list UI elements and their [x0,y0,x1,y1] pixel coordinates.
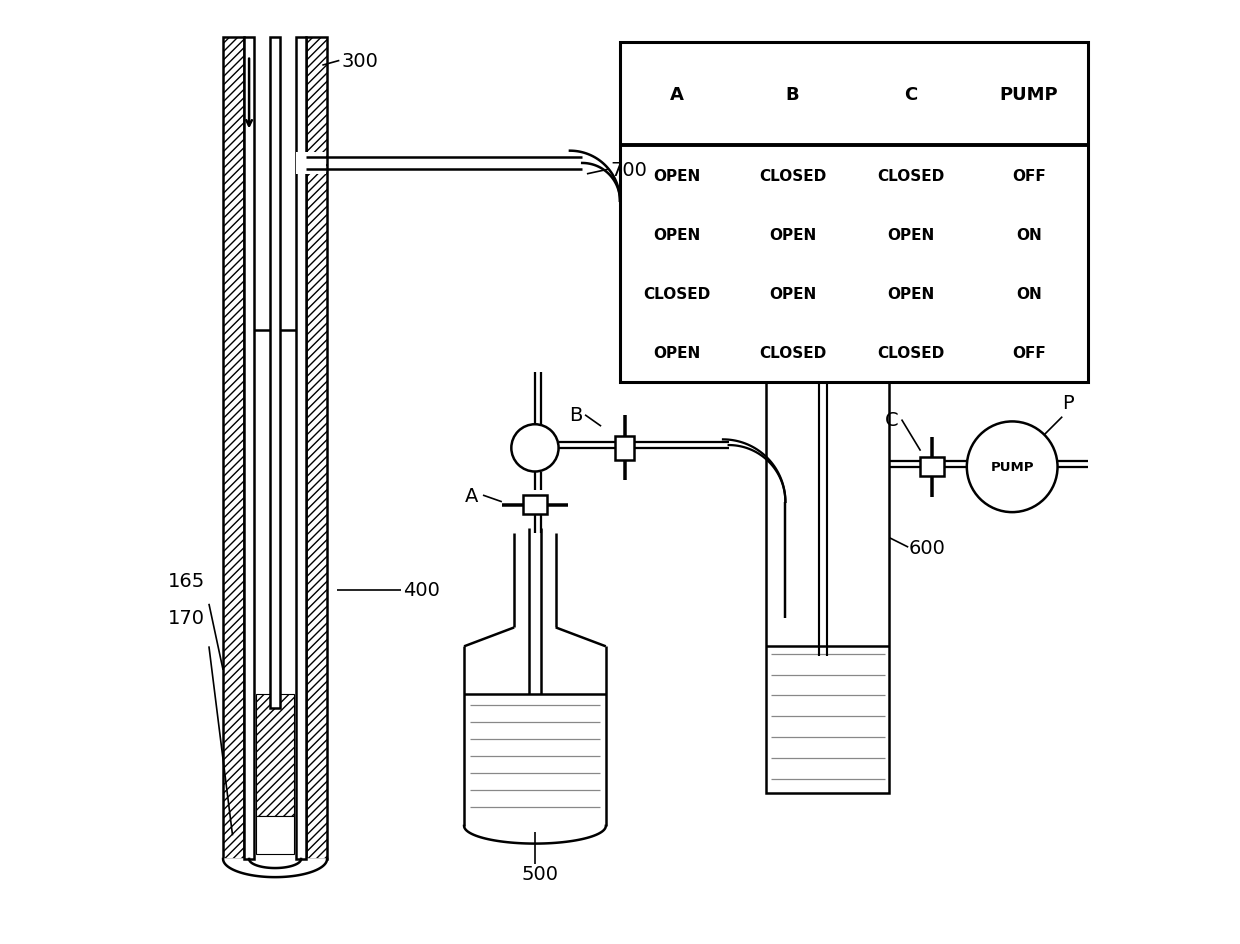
Text: CLOSED: CLOSED [877,346,944,361]
Text: 700: 700 [610,160,647,179]
Text: PUMP: PUMP [991,461,1034,474]
Text: ON: ON [1016,286,1042,301]
Text: OPEN: OPEN [769,286,816,301]
Text: CLOSED: CLOSED [877,168,944,183]
Text: 170: 170 [169,609,206,628]
Circle shape [511,425,558,472]
Text: B: B [786,85,800,104]
Bar [223,38,244,859]
Bar [296,153,326,175]
Text: OPEN: OPEN [887,228,934,243]
Text: PUMP: PUMP [999,85,1058,104]
Bar [766,264,889,793]
Text: OFF: OFF [1012,346,1045,361]
Bar [615,436,634,460]
Text: OPEN: OPEN [653,168,701,183]
Bar [467,694,603,817]
Bar [257,817,294,854]
Bar [270,38,280,708]
Text: OPEN: OPEN [887,286,934,301]
Text: 600: 600 [908,538,945,557]
Text: CLOSED: CLOSED [759,346,826,361]
Bar [244,38,254,859]
Text: OPEN: OPEN [769,228,816,243]
Text: P: P [1063,394,1074,413]
Text: C: C [904,85,918,104]
Circle shape [967,422,1058,513]
Text: B: B [569,406,583,425]
Text: CLOSED: CLOSED [644,286,711,301]
Text: A: A [465,486,479,505]
Bar [306,38,327,859]
Text: 500: 500 [521,864,558,883]
Text: CLOSED: CLOSED [759,168,826,183]
Text: OPEN: OPEN [653,346,701,361]
Text: 300: 300 [341,52,378,71]
Polygon shape [223,859,327,877]
Bar [257,694,294,817]
Text: C: C [885,411,899,430]
Bar [296,38,306,859]
Bar [920,458,944,477]
Polygon shape [464,826,606,844]
Bar [620,42,1087,382]
Bar [244,38,306,859]
Text: 400: 400 [403,581,439,599]
Text: OPEN: OPEN [653,228,701,243]
Text: OFF: OFF [1012,168,1045,183]
Text: 165: 165 [169,571,206,590]
Text: A: A [670,85,683,104]
Text: ON: ON [1016,228,1042,243]
Bar [523,496,547,514]
